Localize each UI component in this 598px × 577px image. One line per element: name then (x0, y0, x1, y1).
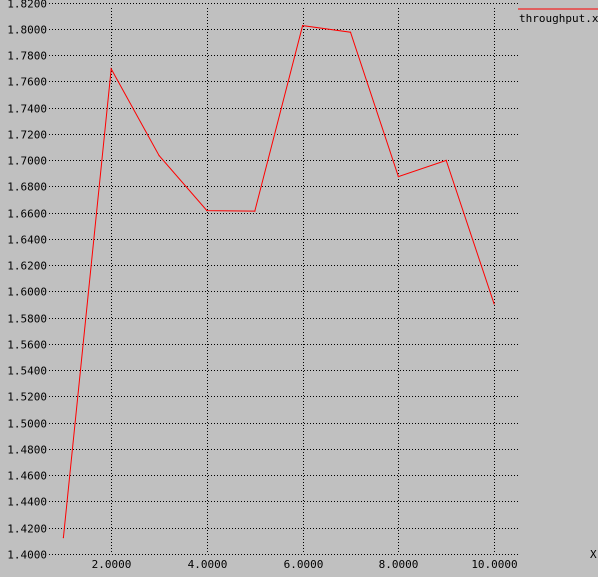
x-axis-label: X (590, 548, 597, 561)
y-tick-label: 1.8000 (7, 24, 47, 37)
y-tick-label: 1.7400 (7, 103, 47, 116)
data-point (158, 155, 160, 157)
y-tick-label: 1.4800 (7, 444, 47, 457)
data-point (445, 159, 447, 161)
y-tick-label: 1.4200 (7, 523, 47, 536)
data-point (206, 210, 208, 212)
y-tick-label: 1.6800 (7, 181, 47, 194)
y-tick-label: 1.4400 (7, 496, 47, 509)
series-line-throughput (62, 25, 495, 538)
data-point (110, 68, 112, 70)
y-tick-label: 1.7600 (7, 76, 47, 89)
y-axis-tick-labels: 1.4000 1.4200 1.4400 1.4600 1.4800 1.5000 1.52… (7, 0, 47, 562)
x-tick-label: 2.0000 (92, 558, 132, 571)
data-point (302, 25, 304, 27)
y-tick-label: 1.6400 (7, 234, 47, 247)
data-point (493, 303, 495, 305)
data-point (62, 537, 64, 539)
y-tick-label: 1.4000 (7, 549, 47, 562)
x-axis-tick-labels: 2.0000 4.0000 6.0000 8.0000 10.0000 (92, 558, 518, 571)
y-tick-label: 1.5600 (7, 339, 47, 352)
x-tick-label: 8.0000 (379, 558, 419, 571)
y-tick-label: 1.5400 (7, 365, 47, 378)
data-point (397, 176, 399, 178)
y-tick-label: 1.5800 (7, 313, 47, 326)
x-tick-label: 6.0000 (284, 558, 324, 571)
y-tick-label: 1.8200 (7, 0, 47, 11)
legend-label-throughput: throughput.xg (519, 12, 598, 25)
y-tick-label: 1.5200 (7, 391, 47, 404)
y-tick-label: 1.7000 (7, 155, 47, 168)
data-point (349, 31, 352, 33)
y-tick-label: 1.6000 (7, 286, 47, 299)
y-tick-label: 1.4600 (7, 470, 47, 483)
y-tick-label: 1.7800 (7, 50, 47, 63)
legend: throughput.xg (518, 8, 598, 25)
x-tick-label: 4.0000 (188, 558, 228, 571)
data-point (254, 210, 256, 212)
grid (49, 3, 518, 555)
y-tick-label: 1.6200 (7, 260, 47, 273)
y-tick-label: 1.5000 (7, 418, 47, 431)
y-tick-label: 1.7200 (7, 129, 47, 142)
x-tick-label: 10.0000 (471, 558, 517, 571)
y-tick-label: 1.6600 (7, 208, 47, 221)
series-layer (62, 25, 495, 539)
